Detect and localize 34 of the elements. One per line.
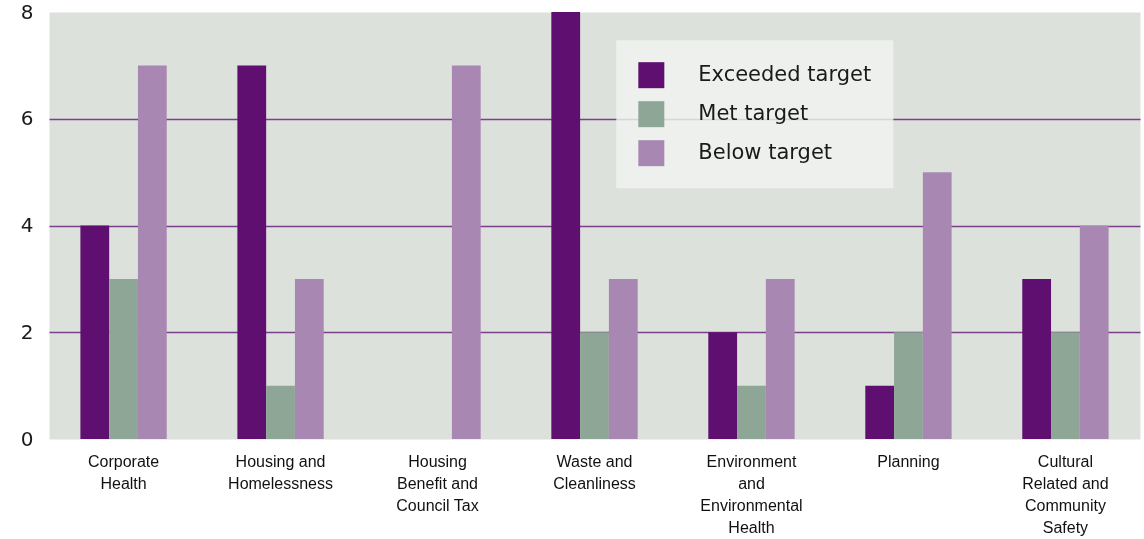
bar: [922, 172, 952, 439]
y-tick-label: 6: [20, 106, 34, 131]
legend-label: Exceeded target: [698, 62, 872, 87]
x-tick-label: Waste and Cleanliness: [553, 452, 636, 492]
bar: [451, 65, 481, 439]
x-tick-label: Environment and Environmental Health: [700, 452, 803, 536]
legend-label: Below target: [698, 140, 833, 165]
bar: [1022, 278, 1052, 439]
bar: [551, 12, 581, 439]
bar: [1079, 225, 1109, 439]
bar: [109, 278, 138, 439]
bar: [294, 278, 324, 439]
x-tick-label: Housing and Homelessness: [228, 452, 334, 492]
bar: [80, 225, 110, 439]
x-tick-label: Housing Benefit and Council Tax: [396, 452, 479, 514]
x-tick-label: Corporate Health: [87, 452, 160, 492]
bar: [1051, 332, 1080, 439]
y-tick-label: 4: [20, 213, 34, 237]
legend-label: Met target: [698, 101, 809, 126]
y-tick-label: 8: [20, 0, 34, 24]
bar: [237, 65, 267, 439]
bar: [580, 332, 609, 439]
bar: [608, 278, 638, 439]
bar: [865, 385, 895, 439]
bar: [894, 332, 923, 439]
x-tick-label: Planning: [877, 452, 940, 470]
bar: [737, 385, 766, 439]
y-tick-label: 0: [20, 426, 34, 451]
x-tick-label: Cultural Related and Community Safety: [1022, 452, 1109, 536]
bar: [137, 65, 167, 439]
bar: [765, 278, 795, 439]
bar: [266, 385, 295, 439]
y-tick-label: 2: [20, 319, 34, 344]
bar: [708, 332, 738, 439]
